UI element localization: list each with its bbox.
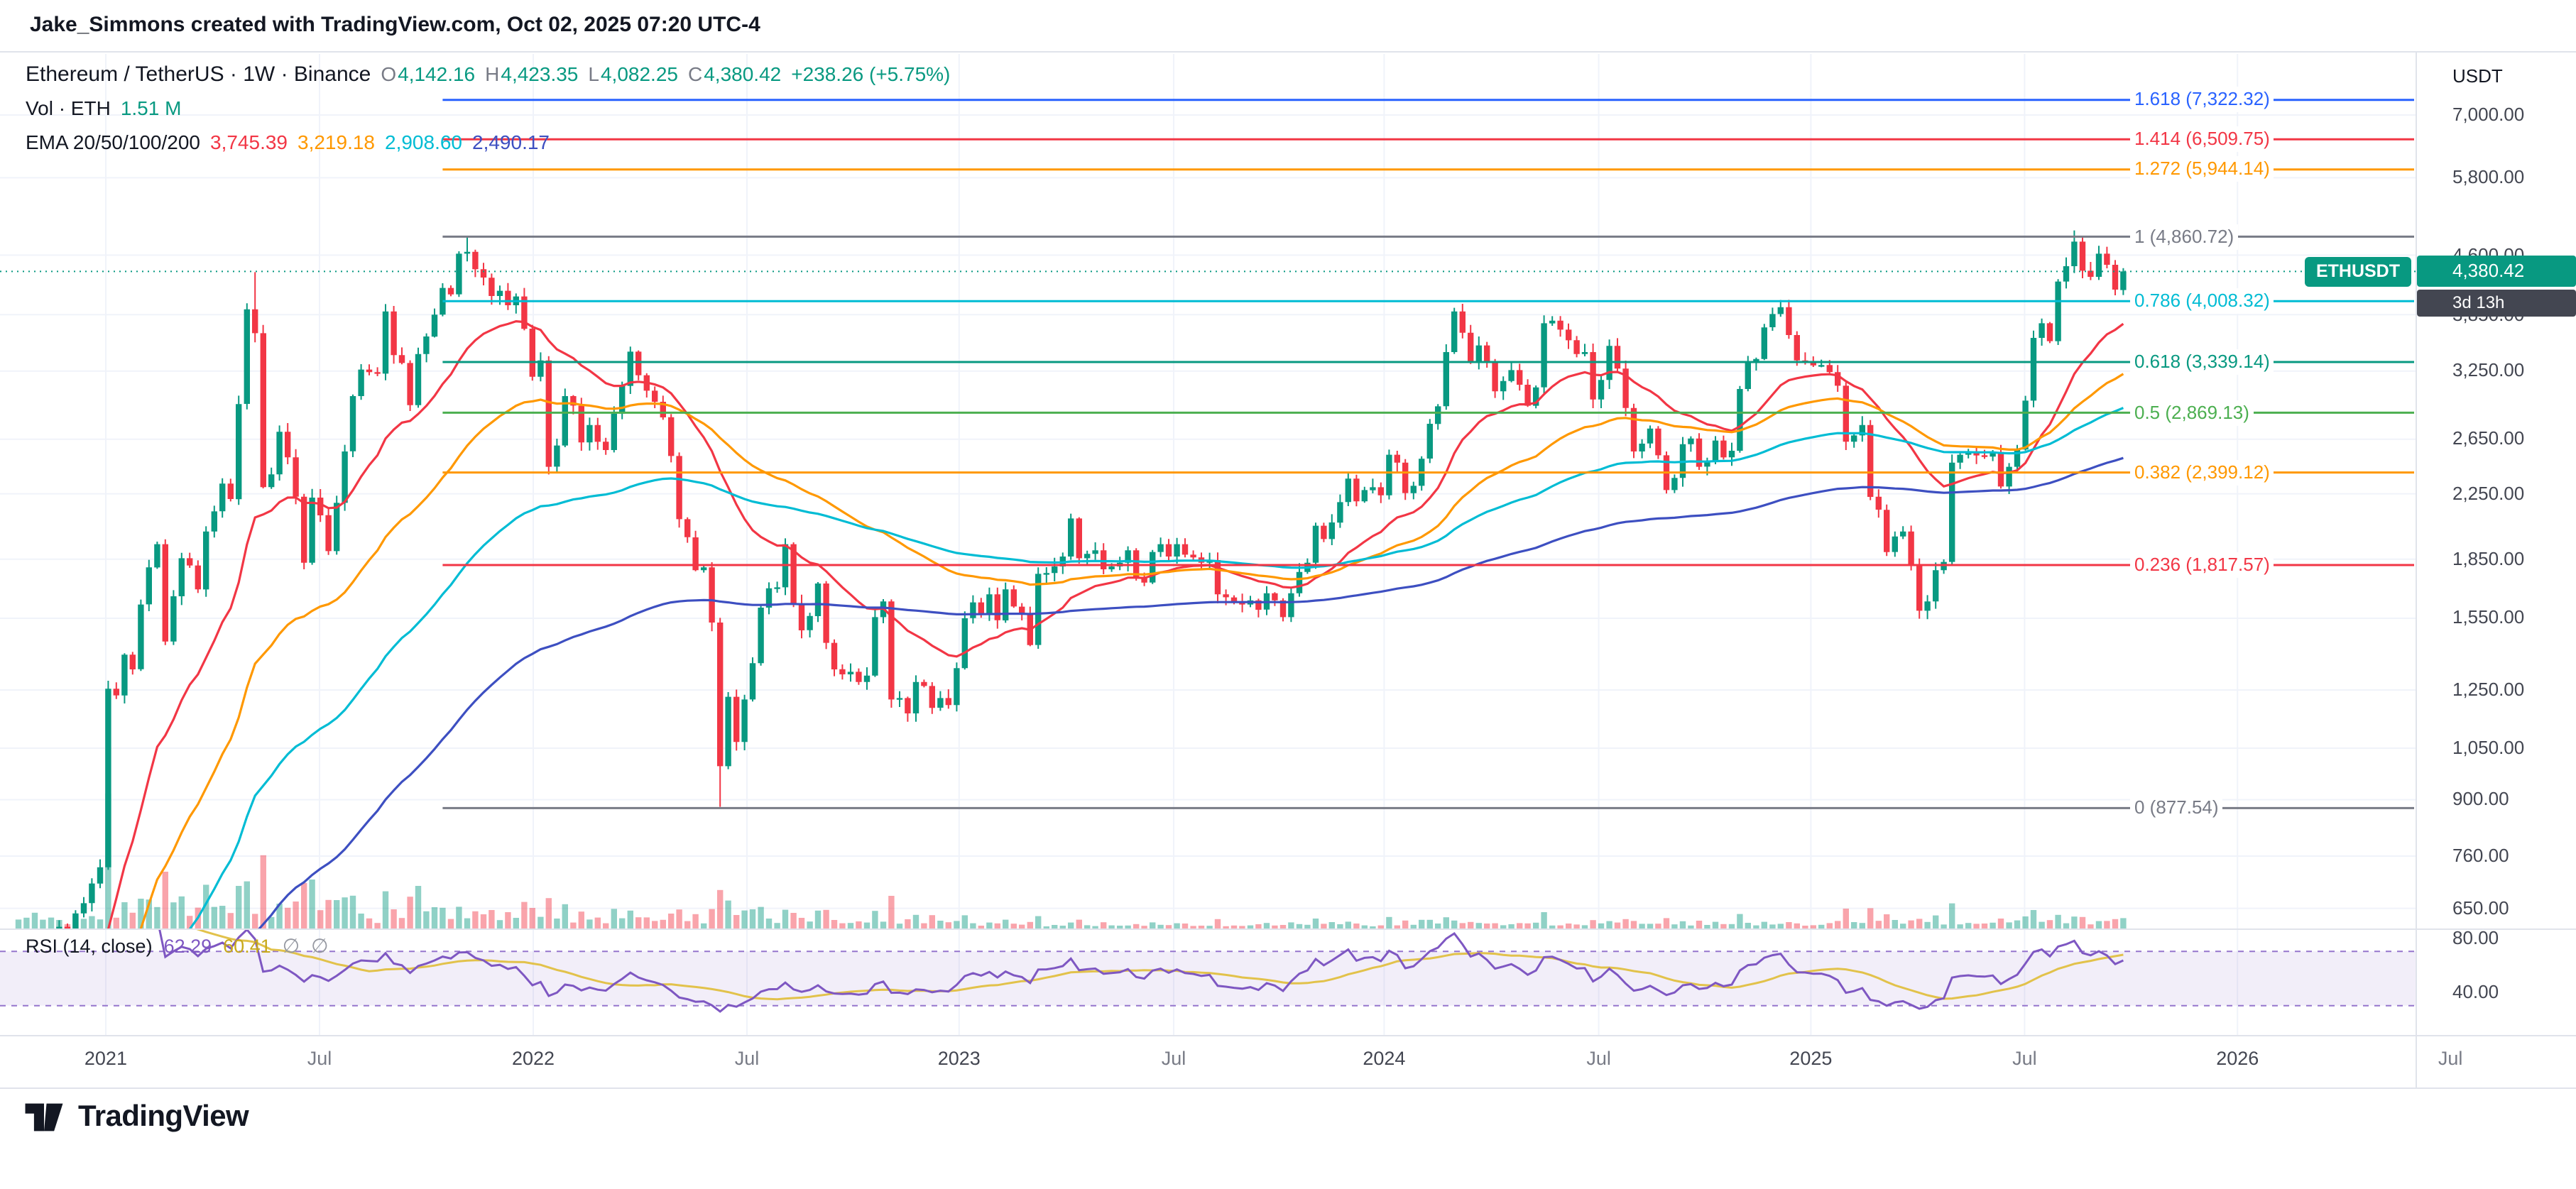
fib-level-label[interactable]: 1.414 (6,509.75) bbox=[2130, 126, 2274, 153]
legend-row-ema: EMA 20/50/100/200 3,745.39 3,219.18 2,90… bbox=[26, 131, 950, 165]
symbol-title[interactable]: Ethereum / TetherUS · 1W · Binance bbox=[26, 62, 371, 87]
price-tick-label: 650.00 bbox=[2452, 897, 2509, 919]
tradingview-logo-text[interactable]: TradingView bbox=[78, 1100, 249, 1133]
price-tick-label: 1,850.00 bbox=[2452, 547, 2525, 569]
price-tick-label: 2,250.00 bbox=[2452, 482, 2525, 504]
rsi-title[interactable]: RSI (14, close) bbox=[26, 936, 153, 957]
ema-100-line bbox=[188, 407, 2124, 928]
gridlines bbox=[0, 54, 2452, 1035]
rsi-legend: RSI (14, close) 62.29 60.41 ∅ ∅ bbox=[26, 934, 329, 958]
time-axis-label: Jul bbox=[2012, 1048, 2037, 1069]
price-tick-label: 2,650.00 bbox=[2452, 427, 2525, 449]
ema-50-line bbox=[139, 373, 2124, 928]
volume-value: 1.51 M bbox=[120, 97, 182, 119]
fib-level-label[interactable]: 0.618 (3,339.14) bbox=[2130, 349, 2274, 376]
ohlc-close-value: 4,380.42 bbox=[704, 62, 782, 85]
time-axis-label: 2024 bbox=[1363, 1048, 1406, 1069]
time-axis-label: Jul bbox=[307, 1048, 332, 1069]
ema100-value: 2,908.60 bbox=[385, 131, 462, 153]
rsi-ma-value: 60.41 bbox=[223, 936, 271, 957]
fib-retracement-lines bbox=[442, 99, 2414, 809]
fib-level-label[interactable]: 1.272 (5,944.14) bbox=[2130, 156, 2274, 182]
time-axis-label: Jul bbox=[1586, 1048, 1611, 1069]
time-axis-labels: 2021 Jul 2022 Jul 2023 Jul 2024 Jul 2025 Jul 2026 J… bbox=[0, 1035, 2467, 1087]
time-axis-label: 2025 bbox=[1789, 1048, 1833, 1069]
candlestick-series bbox=[56, 230, 2127, 928]
fib-level-label[interactable]: 1.618 (7,322.32) bbox=[2130, 87, 2274, 113]
fib-level-label[interactable]: 1 (4,860.72) bbox=[2130, 224, 2239, 250]
time-axis-label: 2021 bbox=[84, 1048, 127, 1069]
price-tick-label: 1,050.00 bbox=[2452, 737, 2525, 759]
time-axis-label: 2026 bbox=[2216, 1048, 2259, 1069]
fib-level-label[interactable]: 0.382 (2,399.12) bbox=[2130, 459, 2274, 486]
price-tick-label: 1,250.00 bbox=[2452, 679, 2525, 701]
time-axis-label: Jul bbox=[2438, 1048, 2463, 1069]
price-scale-border bbox=[2416, 51, 2417, 1087]
ohlc-low-value: 4,082.25 bbox=[600, 62, 678, 85]
ema50-value: 3,219.18 bbox=[298, 131, 375, 153]
bar-countdown-badge[interactable]: 3d 13h bbox=[2417, 290, 2576, 317]
time-axis[interactable]: 2021 Jul 2022 Jul 2023 Jul 2024 Jul 2025 Jul 2026 J… bbox=[0, 1035, 2576, 1087]
chart-bottom-border bbox=[0, 1087, 2576, 1089]
price-change: +238.26 (+5.75%) bbox=[791, 62, 951, 85]
time-axis-border bbox=[0, 1035, 2576, 1036]
last-price-badge: 4,380.42 bbox=[2417, 256, 2576, 287]
chart-canvas[interactable] bbox=[0, 0, 2576, 1087]
price-tick-label: 1,550.00 bbox=[2452, 606, 2525, 628]
ema-20-line bbox=[107, 319, 2124, 928]
ohlc-high-label: H bbox=[485, 62, 500, 85]
fib-level-label[interactable]: 0.786 (4,008.32) bbox=[2130, 288, 2274, 314]
time-axis-label: 2022 bbox=[511, 1048, 555, 1069]
volume-label[interactable]: Vol · ETH bbox=[26, 97, 111, 119]
ohlc-open-value: 4,142.16 bbox=[398, 62, 476, 85]
ohlc-high-value: 4,423.35 bbox=[501, 62, 579, 85]
ema200-value: 2,490.17 bbox=[472, 131, 550, 153]
time-axis-label: Jul bbox=[734, 1048, 760, 1069]
fib-level-label[interactable]: 0.5 (2,869.13) bbox=[2130, 400, 2254, 426]
ema20-value: 3,745.39 bbox=[210, 131, 288, 153]
rsi-band-upper-icon[interactable]: ∅ bbox=[282, 934, 300, 957]
ohlc-open-label: O bbox=[381, 62, 397, 85]
time-axis-label: Jul bbox=[1161, 1048, 1186, 1069]
tradingview-logo-icon[interactable] bbox=[23, 1099, 65, 1136]
price-tick-label: 7,000.00 bbox=[2452, 104, 2525, 125]
volume-series bbox=[15, 794, 2127, 928]
ohlc-low-label: L bbox=[588, 62, 599, 85]
attribution-text: Jake_Simmons created with TradingView.co… bbox=[30, 13, 760, 37]
price-tick-label: 5,800.00 bbox=[2452, 166, 2525, 188]
price-tick-label: 900.00 bbox=[2452, 788, 2509, 810]
chart-top-border bbox=[0, 51, 2576, 53]
legend-row-symbol: Ethereum / TetherUS · 1W · Binance O 4,14… bbox=[26, 62, 950, 97]
price-scale[interactable]: USDT 7,000.005,800.004,600.003,850.003,2… bbox=[2417, 51, 2576, 1087]
chart-legend: Ethereum / TetherUS · 1W · Binance O 4,14… bbox=[26, 62, 950, 165]
price-tick-label: 3,250.00 bbox=[2452, 359, 2525, 381]
rsi-pane bbox=[0, 930, 2416, 1013]
symbol-price-tag: ETHUSDT bbox=[2304, 257, 2411, 287]
ema-label[interactable]: EMA 20/50/100/200 bbox=[26, 131, 200, 153]
time-axis-label: 2023 bbox=[937, 1048, 981, 1069]
ohlc-values: O 4,142.16 H 4,423.35 L 4,082.25 C 4,380.42 bbox=[381, 62, 781, 85]
fib-level-label[interactable]: 0 (877.54) bbox=[2130, 795, 2223, 821]
pane-separator[interactable] bbox=[0, 928, 2576, 930]
price-tick-label: 760.00 bbox=[2452, 845, 2509, 866]
rsi-band-lower-icon[interactable]: ∅ bbox=[311, 934, 329, 957]
fib-level-label[interactable]: 0.236 (1,817.57) bbox=[2130, 552, 2274, 578]
price-scale-currency: USDT bbox=[2452, 65, 2503, 87]
footer: TradingView bbox=[23, 1099, 249, 1136]
rsi-tick-label: 80.00 bbox=[2452, 926, 2499, 948]
rsi-tick-label: 40.00 bbox=[2452, 980, 2499, 1002]
ema-200-line bbox=[258, 456, 2124, 928]
rsi-value: 62.29 bbox=[163, 936, 212, 957]
legend-row-volume: Vol · ETH 1.51 M bbox=[26, 97, 950, 131]
ohlc-close-label: C bbox=[687, 62, 703, 85]
